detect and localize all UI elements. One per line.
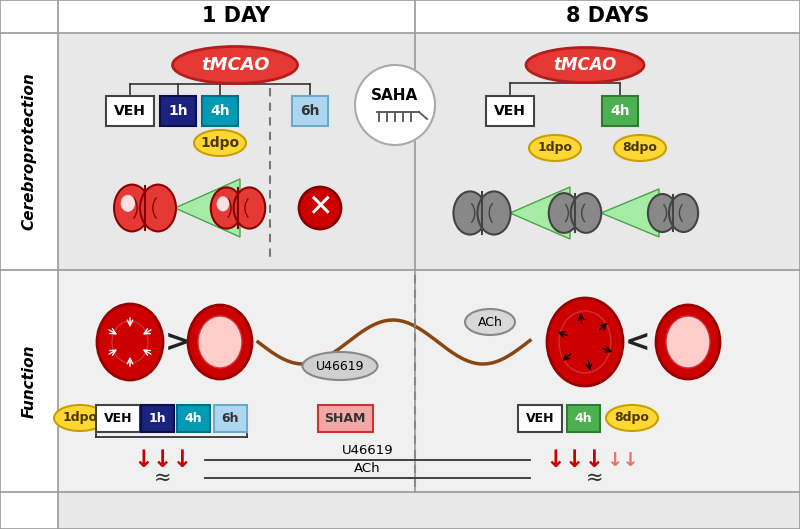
Text: 8 DAYS: 8 DAYS — [566, 6, 649, 26]
Bar — [58, 270, 800, 492]
Ellipse shape — [614, 135, 666, 161]
Text: <: < — [626, 327, 650, 357]
Text: 6h: 6h — [222, 412, 238, 424]
Ellipse shape — [669, 194, 698, 232]
Text: tMCAO: tMCAO — [201, 56, 269, 74]
Ellipse shape — [188, 305, 252, 379]
Ellipse shape — [606, 405, 658, 431]
Text: 1dpo: 1dpo — [201, 136, 239, 150]
Bar — [566, 405, 599, 432]
Text: 8dpo: 8dpo — [614, 412, 650, 424]
Circle shape — [299, 187, 341, 229]
Ellipse shape — [648, 194, 677, 232]
Bar — [96, 405, 140, 432]
Text: 4h: 4h — [610, 104, 630, 118]
Ellipse shape — [666, 316, 710, 368]
Bar — [141, 405, 174, 432]
Text: 8dpo: 8dpo — [622, 141, 658, 154]
Text: >: > — [166, 327, 190, 357]
Bar — [58, 492, 800, 529]
Text: 1 DAY: 1 DAY — [202, 6, 270, 26]
Bar — [214, 405, 246, 432]
Text: ≈: ≈ — [586, 468, 604, 488]
Text: 1h: 1h — [148, 412, 166, 424]
Text: 6h: 6h — [300, 104, 320, 118]
Ellipse shape — [234, 187, 266, 229]
Ellipse shape — [526, 48, 644, 83]
Ellipse shape — [547, 298, 623, 386]
Bar — [486, 96, 534, 126]
Ellipse shape — [302, 352, 378, 380]
Text: Cerebroprotection: Cerebroprotection — [22, 72, 37, 230]
Text: ACh: ACh — [478, 315, 502, 329]
Text: 1dpo: 1dpo — [538, 141, 573, 154]
Bar — [518, 405, 562, 432]
Text: tMCAO: tMCAO — [554, 56, 617, 74]
Ellipse shape — [529, 135, 581, 161]
Bar — [177, 405, 210, 432]
Ellipse shape — [217, 197, 229, 211]
Text: SAHA: SAHA — [371, 88, 418, 104]
Text: VEH: VEH — [494, 104, 526, 118]
Ellipse shape — [114, 185, 150, 231]
Text: 4h: 4h — [210, 104, 230, 118]
Bar — [602, 96, 638, 126]
Polygon shape — [510, 187, 570, 239]
Ellipse shape — [140, 185, 176, 231]
Ellipse shape — [454, 191, 486, 234]
Text: SHAM: SHAM — [324, 412, 366, 424]
Text: 1h: 1h — [168, 104, 188, 118]
Ellipse shape — [559, 311, 611, 373]
Bar — [160, 96, 196, 126]
Text: ✕: ✕ — [307, 194, 333, 223]
Text: VEH: VEH — [114, 104, 146, 118]
Polygon shape — [175, 179, 240, 237]
Text: VEH: VEH — [526, 412, 554, 424]
Ellipse shape — [465, 309, 515, 335]
Text: ↓↓↓: ↓↓↓ — [546, 448, 605, 472]
Polygon shape — [601, 189, 659, 237]
Bar — [202, 96, 238, 126]
Text: VEH: VEH — [104, 412, 132, 424]
Text: ↓↓: ↓↓ — [606, 451, 639, 470]
Ellipse shape — [478, 191, 510, 234]
Ellipse shape — [54, 405, 106, 431]
Text: Function: Function — [22, 344, 37, 418]
Ellipse shape — [549, 193, 579, 233]
Ellipse shape — [570, 193, 602, 233]
Circle shape — [355, 65, 435, 145]
Text: ≈: ≈ — [154, 468, 172, 488]
Bar — [318, 405, 373, 432]
Bar — [292, 96, 328, 126]
Ellipse shape — [97, 304, 163, 380]
Text: ACh: ACh — [354, 462, 381, 476]
Text: 4h: 4h — [574, 412, 592, 424]
Ellipse shape — [194, 130, 246, 156]
Text: U46619: U46619 — [316, 360, 364, 372]
Text: 4h: 4h — [184, 412, 202, 424]
Ellipse shape — [112, 321, 148, 363]
Bar — [58, 33, 800, 270]
Ellipse shape — [210, 187, 242, 229]
Text: 1dpo: 1dpo — [62, 412, 98, 424]
Ellipse shape — [121, 195, 134, 212]
Ellipse shape — [656, 305, 720, 379]
Bar — [58, 492, 800, 529]
Text: U46619: U46619 — [342, 444, 394, 458]
Ellipse shape — [198, 316, 242, 368]
Text: ↓↓↓: ↓↓↓ — [134, 448, 193, 472]
Ellipse shape — [173, 47, 298, 84]
Bar — [106, 96, 154, 126]
